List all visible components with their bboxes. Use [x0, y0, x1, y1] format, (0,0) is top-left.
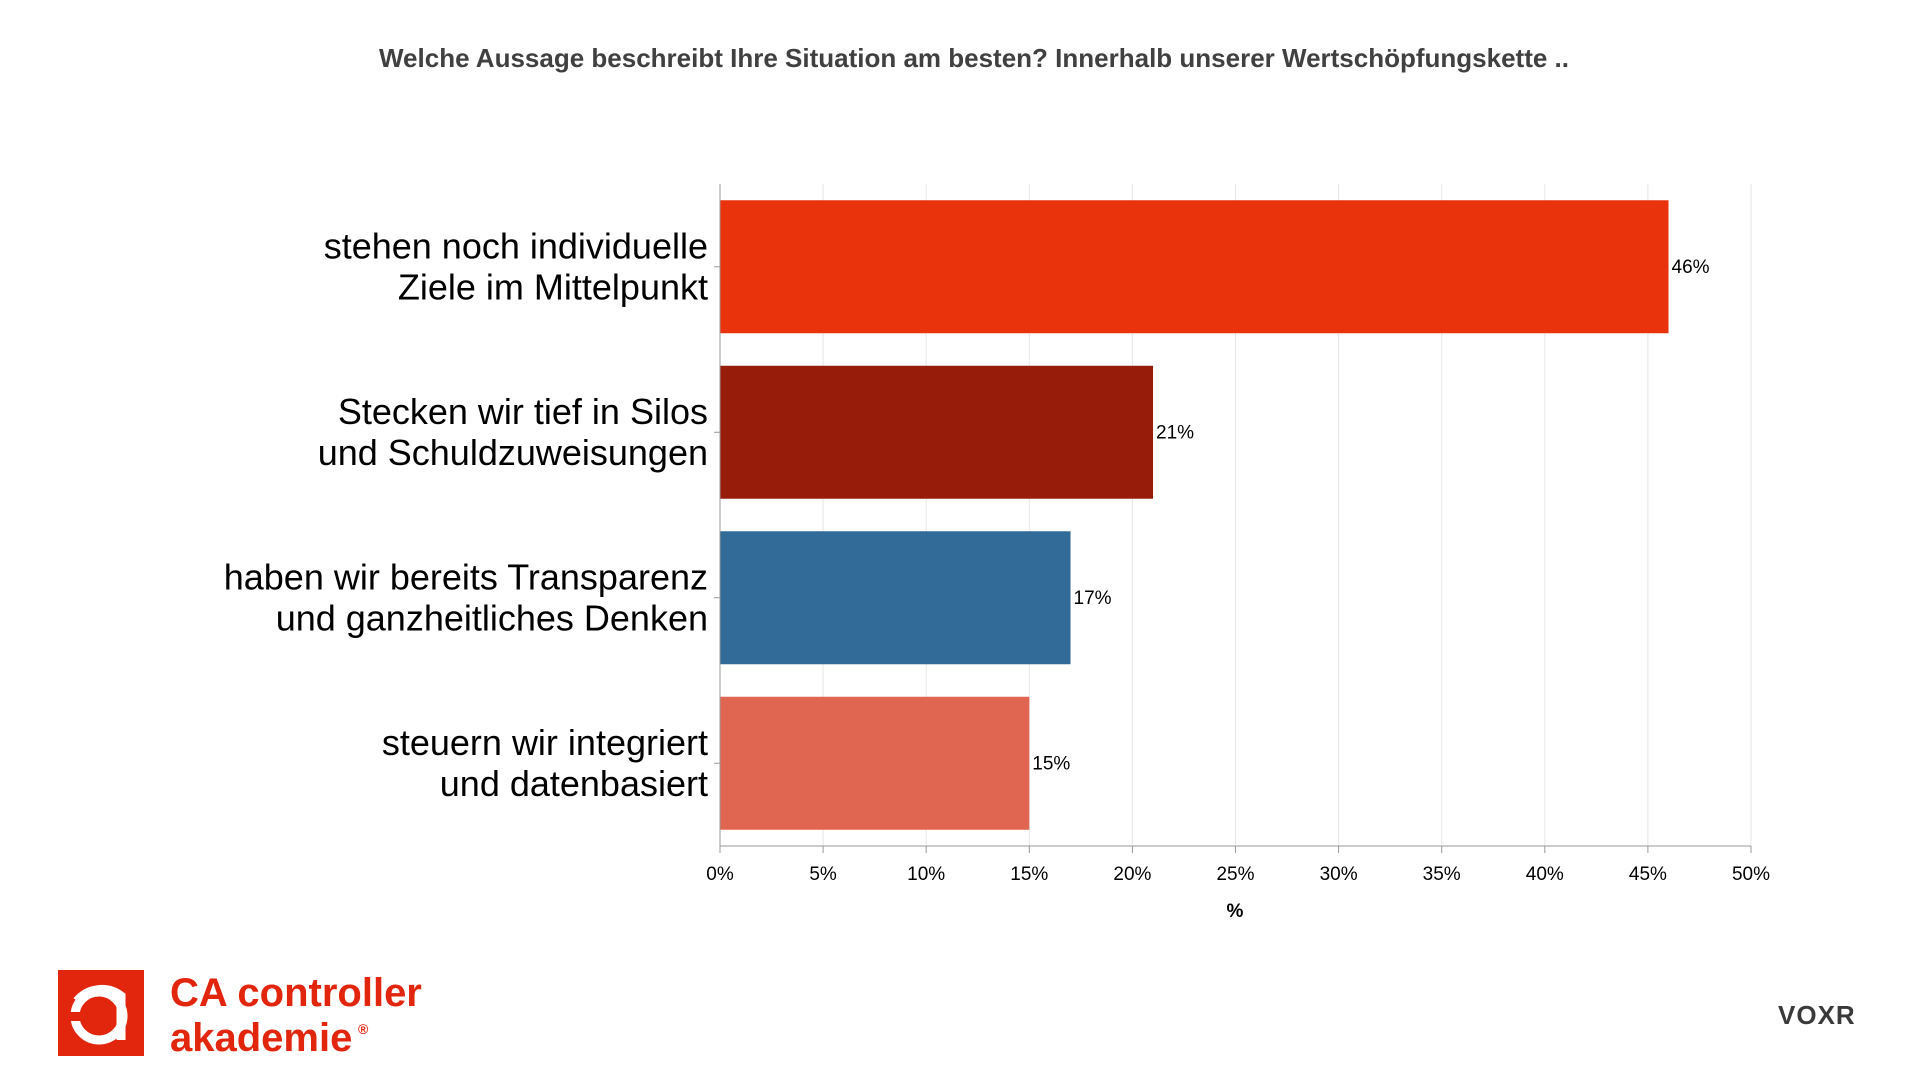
bar — [720, 200, 1669, 334]
category-label-line: und ganzheitliches Denken — [276, 597, 708, 638]
x-tick-label: 50% — [1732, 864, 1770, 885]
bar — [720, 531, 1071, 665]
category-label-line: und datenbasiert — [440, 763, 708, 804]
category-label-line: Ziele im Mittelpunkt — [398, 266, 708, 307]
category-label-line: und Schuldzuweisungen — [318, 432, 708, 473]
bars: 46% 21% 17% 15% — [720, 200, 1710, 830]
x-tick-label: 45% — [1629, 864, 1667, 885]
bar — [720, 696, 1030, 830]
bar-value-label: 15% — [1032, 753, 1070, 774]
voxr-logo-text: VOXR — [1778, 1000, 1856, 1030]
logo-line-1: CA controller — [170, 971, 422, 1015]
category-label-line: stehen noch individuelle — [324, 225, 708, 266]
x-axis-title: % — [1227, 901, 1244, 922]
x-tick-label: 25% — [1216, 864, 1254, 885]
x-tick-label: 20% — [1113, 864, 1151, 885]
bar-value-label: 21% — [1156, 422, 1194, 443]
x-tick-label: 0% — [706, 864, 734, 885]
chart-title: Welche Aussage beschreibt Ihre Situation… — [379, 43, 1569, 73]
ca-logo: CA controller akademie ® — [58, 970, 422, 1060]
logo-line-2: akademie — [170, 1016, 352, 1060]
x-axis: 0% 5% 10% 15% 20% 25% 30% 35% 40% 45% 50% — [706, 184, 1770, 885]
x-tick-label: 15% — [1010, 864, 1048, 885]
x-tick-label: 35% — [1423, 864, 1461, 885]
logo-registered-mark: ® — [358, 1021, 369, 1037]
x-tick-label: 5% — [809, 864, 837, 885]
bar — [720, 365, 1154, 499]
category-label-line: steuern wir integriert — [382, 722, 708, 763]
voxr-logo: VOXR — [1778, 1000, 1856, 1030]
bar-value-label: 46% — [1672, 257, 1710, 278]
x-tick-label: 40% — [1526, 864, 1564, 885]
ca-logo-glyph-icon — [66, 984, 128, 1045]
x-tick-label: 10% — [907, 864, 945, 885]
category-label-line: Stecken wir tief in Silos — [338, 391, 708, 432]
x-tick-label: 30% — [1320, 864, 1358, 885]
category-label-line: haben wir bereits Transparenz — [224, 556, 708, 597]
bar-value-label: 17% — [1074, 588, 1112, 609]
